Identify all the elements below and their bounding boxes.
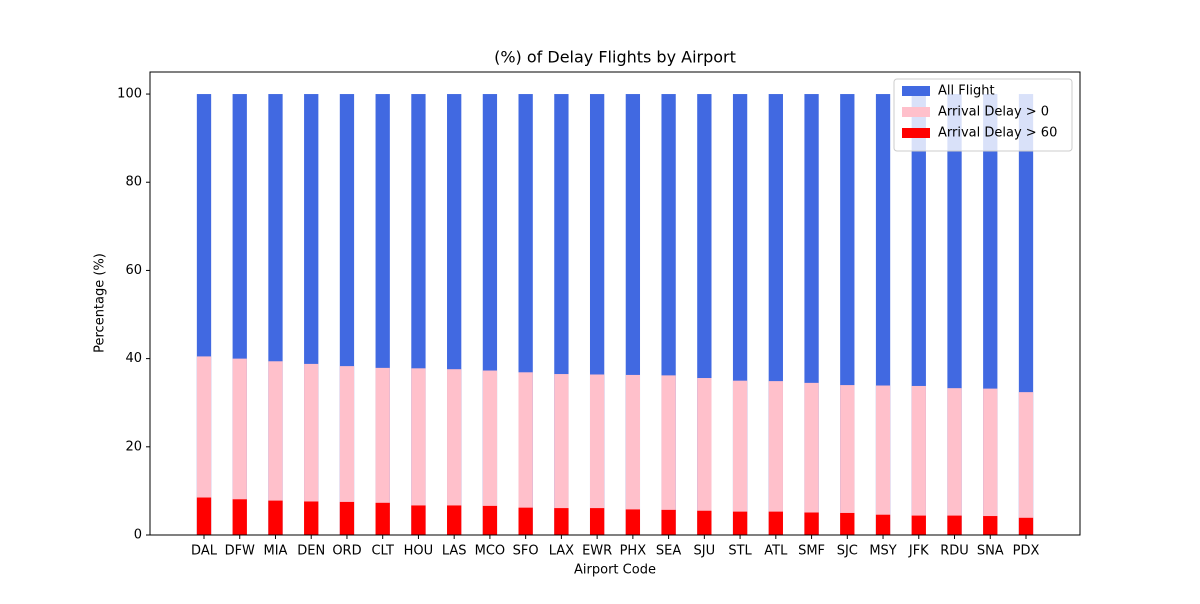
bar xyxy=(554,508,569,535)
legend-swatch xyxy=(902,107,930,117)
x-tick-label: PHX xyxy=(620,544,647,559)
x-tick-label: SJC xyxy=(837,544,858,559)
bar xyxy=(589,508,605,535)
bar xyxy=(661,375,676,535)
bar xyxy=(304,363,319,535)
x-tick-label: HOU xyxy=(404,544,434,559)
x-tick-label: SEA xyxy=(656,544,681,559)
bar xyxy=(375,367,390,535)
x-tick-label: LAX xyxy=(549,544,574,559)
x-tick-label: MIA xyxy=(264,544,288,559)
x-tick-label: CLT xyxy=(371,544,394,559)
y-tick-label: 40 xyxy=(125,351,142,366)
bar xyxy=(625,509,641,535)
bar xyxy=(232,358,247,535)
bar xyxy=(625,374,641,535)
legend-swatch xyxy=(902,128,930,138)
legend-swatch xyxy=(902,86,930,96)
bar xyxy=(447,369,462,535)
plot-frame xyxy=(149,71,1081,536)
bar xyxy=(482,505,498,535)
bar xyxy=(840,385,855,535)
chart-title: (%) of Delay Flights by Airport xyxy=(494,48,736,67)
bar xyxy=(804,382,819,535)
bar xyxy=(304,501,319,535)
bar xyxy=(768,381,783,535)
bar xyxy=(732,511,748,535)
y-tick-label: 20 xyxy=(125,439,142,454)
bar xyxy=(983,516,998,535)
bar xyxy=(554,374,569,535)
x-tick-label: STL xyxy=(728,544,752,559)
x-tick-label: DAL xyxy=(191,544,218,559)
bar xyxy=(875,385,891,535)
bar xyxy=(947,515,962,535)
bar xyxy=(983,388,998,535)
bar xyxy=(1018,517,1034,535)
bar xyxy=(697,510,712,535)
bar xyxy=(196,356,212,535)
bar xyxy=(840,512,855,535)
bar xyxy=(339,366,355,535)
bar xyxy=(411,505,426,535)
bar xyxy=(268,361,283,535)
bar xyxy=(1018,392,1034,535)
bar xyxy=(589,374,605,535)
bar xyxy=(196,497,212,535)
x-tick-label: MSY xyxy=(869,544,896,559)
bar xyxy=(732,380,748,535)
y-tick-label: 80 xyxy=(125,175,142,190)
bar xyxy=(804,512,819,535)
y-tick-label: 100 xyxy=(117,87,142,102)
legend-label: All Flight xyxy=(938,84,995,99)
legend-label: Arrival Delay > 0 xyxy=(938,105,1049,120)
bar xyxy=(339,501,355,535)
x-tick-label: DEN xyxy=(297,544,325,559)
bar xyxy=(482,370,498,535)
x-tick-label: LAS xyxy=(442,544,467,559)
x-tick-label: EWR xyxy=(582,544,612,559)
bar xyxy=(911,515,926,535)
legend: All Flight Arrival Delay > 0 Arrival Delay… xyxy=(893,78,1073,152)
bar xyxy=(947,388,962,535)
bar xyxy=(911,385,926,535)
y-axis-label: Percentage (%) xyxy=(93,253,108,353)
bar xyxy=(268,500,283,535)
bar xyxy=(768,511,783,535)
x-tick-label: SNA xyxy=(977,544,1004,559)
bar xyxy=(518,507,533,535)
x-tick-label: MCO xyxy=(475,544,506,559)
x-tick-label: ATL xyxy=(764,544,788,559)
x-tick-label: PDX xyxy=(1013,544,1040,559)
x-tick-label: DFW xyxy=(225,544,255,559)
bar xyxy=(518,372,533,535)
x-axis-label: Airport Code xyxy=(574,563,656,578)
y-tick-label: 60 xyxy=(125,263,142,278)
x-tick-label: RDU xyxy=(940,544,969,559)
legend-frame xyxy=(893,78,1073,152)
bar xyxy=(232,499,247,535)
bar xyxy=(661,509,676,535)
bar xyxy=(875,514,891,535)
bar xyxy=(697,378,712,535)
x-tick-label: SFO xyxy=(513,544,539,559)
x-tick-label: JFK xyxy=(908,544,929,559)
x-tick-label: SJU xyxy=(694,544,716,559)
bar xyxy=(447,505,462,535)
y-tick-label: 0 xyxy=(134,528,142,543)
bar xyxy=(375,502,390,535)
x-tick-label: SMF xyxy=(798,544,825,559)
x-tick-label: ORD xyxy=(332,544,361,559)
legend-label: Arrival Delay > 60 xyxy=(938,126,1057,141)
bar xyxy=(411,368,426,535)
